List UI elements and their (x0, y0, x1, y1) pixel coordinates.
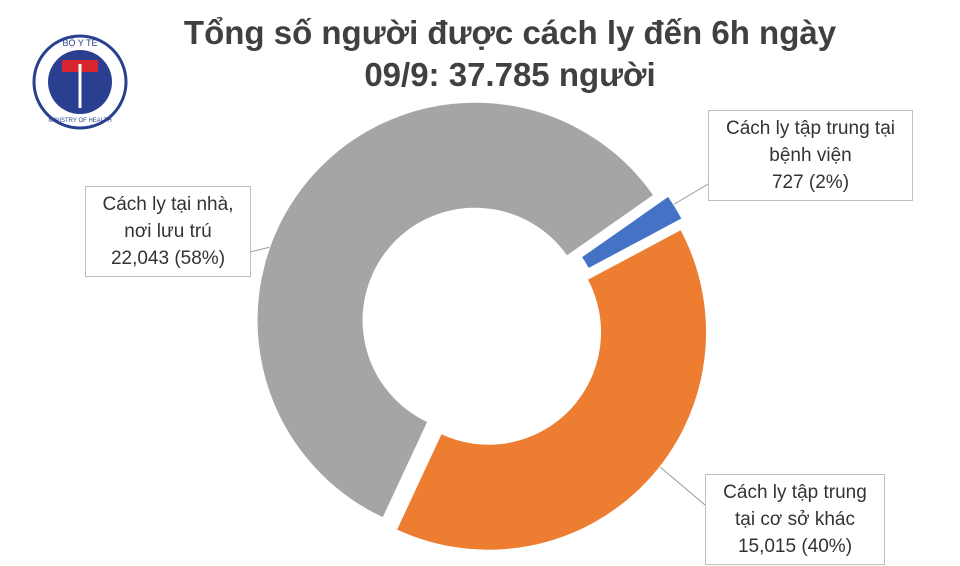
data-label: Cách ly tập trung tại bệnh viện 727 (2%) (708, 110, 913, 201)
logo-bottom: MINISTRY OF HEALTH (48, 118, 111, 124)
slice (395, 228, 708, 551)
slice (580, 195, 683, 270)
data-label: Cách ly tại nhà, nơi lưu trú 22,043 (58%) (85, 186, 251, 277)
logo-top: BỘ Y TẾ (62, 38, 97, 48)
value-label: 727 (2%) (771, 172, 850, 193)
chart-title: Tổng số người được cách ly đến 6h ngày 0… (183, 14, 837, 93)
category-label: Cách ly tập trung tại cơ sở khác (723, 482, 867, 530)
data-label: Cách ly tập trung tại cơ sở khác 15,015 (… (705, 474, 885, 565)
logo: BỘ Y TẾ MINISTRY OF HEALTH (32, 34, 128, 130)
slice (256, 101, 655, 519)
value-label: 22,043 (58%) (110, 248, 226, 269)
category-label: Cách ly tập trung tại bệnh viện (726, 118, 895, 166)
value-label: 15,015 (40%) (737, 536, 853, 557)
category-label: Cách ly tại nhà, nơi lưu trú (102, 194, 234, 242)
